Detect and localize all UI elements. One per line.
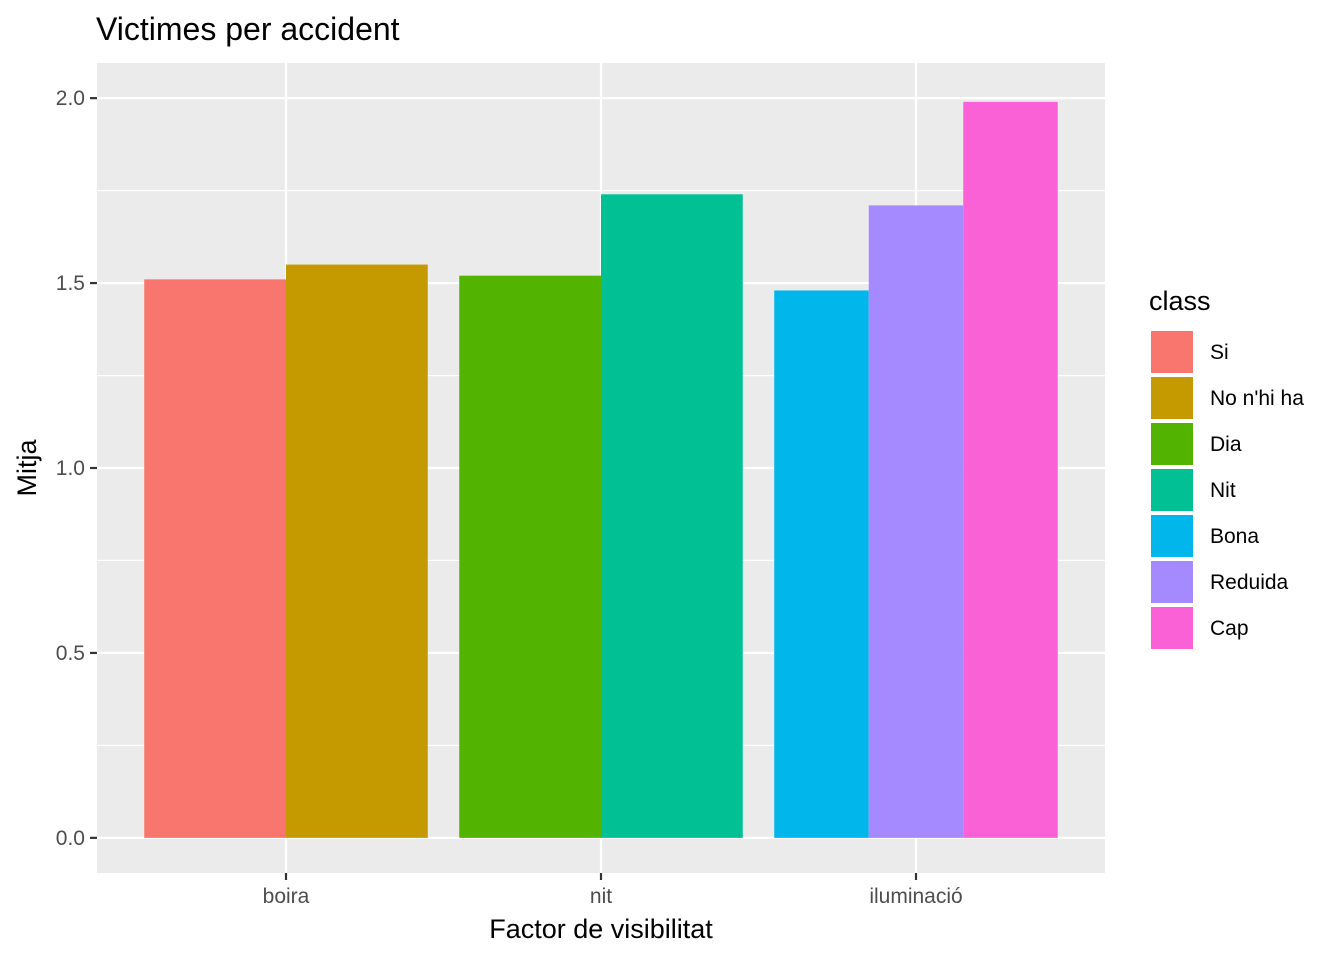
bar-cap [963,101,1058,838]
legend-swatch [1151,331,1193,373]
legend-label: Dia [1210,433,1242,456]
x-tick-label: boira [263,885,310,908]
legend-swatch [1151,607,1193,649]
y-tick-label: 0.0 [56,827,85,850]
legend-items: Si No n'hi ha Dia Nit Bona Reduida Cap [1149,329,1304,651]
legend-label: No n'hi ha [1210,387,1304,410]
x-axis-title: Factor de visibilitat [489,914,713,944]
legend-swatch [1151,469,1193,511]
bars [144,101,1058,838]
bar-reduida [868,205,964,838]
bar-dia [459,275,601,838]
legend: class Si No n'hi ha Dia Nit Bona Reduida Cap [1149,286,1304,651]
bar-nit [601,194,743,838]
y-tick-label: 0.5 [56,642,85,665]
legend-label: Reduida [1210,571,1289,594]
y-tick-label: 1.5 [56,272,85,295]
legend-swatch [1151,561,1193,603]
legend-label: Bona [1210,525,1259,548]
legend-swatch [1151,515,1193,557]
legend-title: class [1149,286,1211,316]
legend-label: Si [1210,341,1229,364]
y-axis-title: Mitja [12,439,42,497]
bar-bona [774,290,869,838]
legend-label: Nit [1210,479,1236,502]
legend-label: Cap [1210,617,1249,640]
y-tick-label: 1.0 [56,457,85,480]
y-tick-label: 2.0 [56,87,85,110]
bar-si [144,279,286,838]
x-tick-label: iluminació [869,885,962,908]
x-axis: boira nit iluminació [263,873,963,908]
x-tick-label: nit [590,885,612,908]
legend-swatch [1151,423,1193,465]
legend-swatch [1151,377,1193,419]
chart-title: Victimes per accident [96,11,400,47]
y-axis: 0.0 0.5 1.0 1.5 2.0 [56,87,97,850]
bar-no-n-hi-ha [286,264,428,838]
